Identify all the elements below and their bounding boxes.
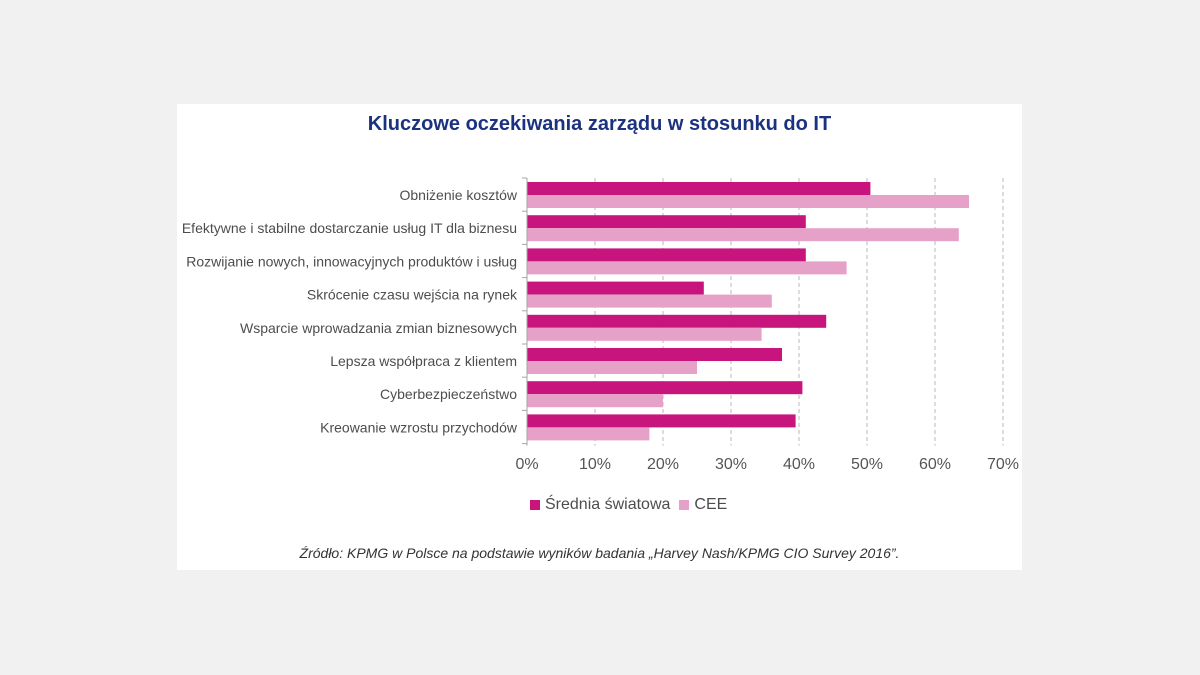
bar-cee-7 bbox=[527, 394, 663, 408]
bar-world-average-6 bbox=[527, 348, 782, 361]
category-label: Wsparcie wprowadzania zmian biznesowych bbox=[240, 320, 517, 336]
legend-item-world-average: Średnia światowa bbox=[530, 497, 670, 513]
category-label: Rozwijanie nowych, innowacyjnych produkt… bbox=[186, 253, 517, 269]
legend-swatch-cee bbox=[679, 500, 690, 510]
bar-chart: Obniżenie kosztów Efektywne i stabilne do… bbox=[182, 177, 1019, 473]
x-tick-label: 50% bbox=[851, 456, 883, 473]
legend-label-cee: CEE bbox=[694, 496, 728, 513]
legend-swatch-world-average bbox=[530, 500, 540, 510]
category-label: Lepsza współpraca z klientem bbox=[330, 353, 517, 369]
category-label: Efektywne i stabilne dostarczanie usług … bbox=[182, 220, 517, 236]
x-tick-label: 70% bbox=[987, 456, 1019, 473]
x-tick-label: 60% bbox=[919, 456, 951, 473]
bar-world-average-2 bbox=[527, 215, 806, 229]
bar-cee-8 bbox=[527, 427, 650, 441]
chart-panel: Obniżenie kosztów Efektywne i stabilne do… bbox=[177, 104, 1022, 570]
legend-label-world-average: Średnia światowa bbox=[545, 496, 671, 513]
category-label: Obniżenie kosztów bbox=[399, 187, 517, 203]
bar-cee-3 bbox=[527, 261, 847, 275]
bar-cee-1 bbox=[527, 195, 969, 208]
bar-world-average-1 bbox=[527, 182, 871, 195]
source-note: Źródło: KPMG w Polsce na podstawie wynik… bbox=[299, 545, 900, 561]
x-tick-label: 10% bbox=[579, 456, 611, 473]
bar-world-average-3 bbox=[527, 248, 806, 262]
bar-world-average-8 bbox=[527, 414, 796, 428]
category-label: Cyberbezpieczeństwo bbox=[380, 386, 517, 402]
bar-cee-2 bbox=[527, 228, 959, 242]
category-label: Skrócenie czasu wejścia na rynek bbox=[307, 287, 518, 303]
legend-item-cee: CEE bbox=[679, 497, 727, 513]
bar-cee-6 bbox=[527, 361, 697, 374]
category-label: Kreowanie wzrostu przychodów bbox=[320, 419, 518, 435]
bar-cee-4 bbox=[527, 294, 772, 308]
chart-legend: Średnia światowa CEE bbox=[530, 497, 736, 513]
chart-title: Kluczowe oczekiwania zarządu w stosunku … bbox=[367, 113, 832, 135]
x-tick-label: 40% bbox=[783, 456, 815, 473]
x-tick-label: 20% bbox=[647, 456, 679, 473]
bar-cee-5 bbox=[527, 327, 762, 341]
bar-world-average-7 bbox=[527, 381, 803, 395]
bar-world-average-5 bbox=[527, 314, 827, 328]
bar-world-average-4 bbox=[527, 281, 704, 295]
x-tick-label: 0% bbox=[515, 456, 538, 473]
x-tick-label: 30% bbox=[715, 456, 747, 473]
